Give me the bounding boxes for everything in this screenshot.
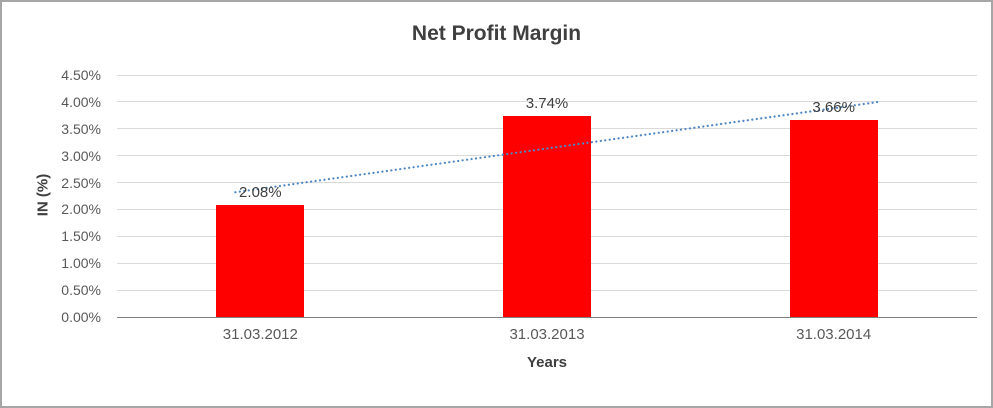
x-tick-label: 31.03.2013 [509, 326, 585, 343]
bar [789, 120, 878, 317]
y-tick-label: 3.50% [61, 120, 101, 137]
y-tick-label: 4.50% [61, 67, 101, 83]
x-axis-title: Years [526, 354, 568, 371]
bar [503, 115, 591, 317]
x-tick-label: 31.03.2014 [796, 326, 872, 343]
y-tick-label: 1.50% [61, 228, 101, 245]
x-tick-label: 31.03.2012 [222, 326, 298, 343]
gridline [117, 74, 977, 76]
data-label: 2.08% [239, 184, 282, 202]
x-axis-line [117, 316, 977, 318]
chart-title: Net Profit Margin [411, 22, 582, 45]
bar [216, 205, 305, 317]
y-tick-label: 0.50% [61, 282, 101, 299]
data-label: 3.74% [525, 94, 569, 112]
plot-area: 2.08% 3.74% 3.66% [117, 74, 977, 318]
y-tick-label: 4.00% [61, 93, 101, 110]
y-tick-label: 1.00% [61, 255, 101, 272]
y-axis-tick-labels: 0.00% 0.50% 1.00% 1.50% 2.00% 2.50% 3.00% 3.50%… [2, 67, 109, 325]
x-axis-category-labels: 31.03.2012 31.03.2013 31.03.2014 [117, 324, 977, 344]
y-tick-label: 0.00% [61, 309, 101, 325]
y-tick-label: 3.00% [61, 147, 101, 164]
y-tick-label: 2.50% [61, 174, 101, 191]
y-tick-label: 2.00% [61, 201, 101, 218]
data-label: 3.66% [812, 99, 855, 117]
